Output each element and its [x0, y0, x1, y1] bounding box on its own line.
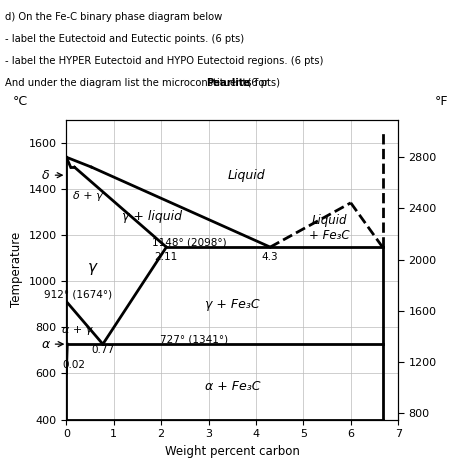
Text: γ + liquid: γ + liquid — [122, 210, 182, 223]
Text: Liquid: Liquid — [228, 169, 265, 182]
Text: °F: °F — [435, 95, 448, 108]
Text: - label the Eutectoid and Eutectic points. (6 pts): - label the Eutectoid and Eutectic point… — [5, 34, 244, 44]
Text: 0.02: 0.02 — [62, 360, 85, 370]
Text: 0.77: 0.77 — [91, 345, 114, 355]
Text: α: α — [42, 337, 63, 351]
Text: . (6 pts): . (6 pts) — [241, 78, 280, 88]
Y-axis label: Temperature: Temperature — [10, 232, 23, 307]
Text: γ + Fe₃C: γ + Fe₃C — [205, 298, 260, 311]
Text: 727° (1341°): 727° (1341°) — [160, 335, 228, 345]
Text: d) On the Fe-C binary phase diagram below: d) On the Fe-C binary phase diagram belo… — [5, 12, 222, 22]
Text: 2.11: 2.11 — [155, 252, 178, 262]
Text: α + γ: α + γ — [62, 325, 92, 335]
Text: And under the diagram list the microconstituents for: And under the diagram list the microcons… — [5, 78, 271, 88]
Text: 912° (1674°): 912° (1674°) — [44, 290, 112, 300]
Text: δ + γ: δ + γ — [73, 191, 102, 201]
Text: 1148° (2098°): 1148° (2098°) — [152, 237, 227, 248]
X-axis label: Weight percent carbon: Weight percent carbon — [165, 445, 300, 458]
Text: α + Fe₃C: α + Fe₃C — [204, 379, 260, 393]
Text: - label the HYPER Eutectoid and HYPO Eutectoid regions. (6 pts): - label the HYPER Eutectoid and HYPO Eut… — [5, 56, 323, 66]
Text: Liquid
+ Fe₃C: Liquid + Fe₃C — [309, 214, 350, 242]
Text: δ: δ — [42, 169, 62, 182]
Text: γ: γ — [88, 260, 97, 275]
Text: Pearlite: Pearlite — [206, 78, 250, 88]
Text: 4.3: 4.3 — [262, 252, 279, 262]
Text: °C: °C — [12, 95, 27, 108]
